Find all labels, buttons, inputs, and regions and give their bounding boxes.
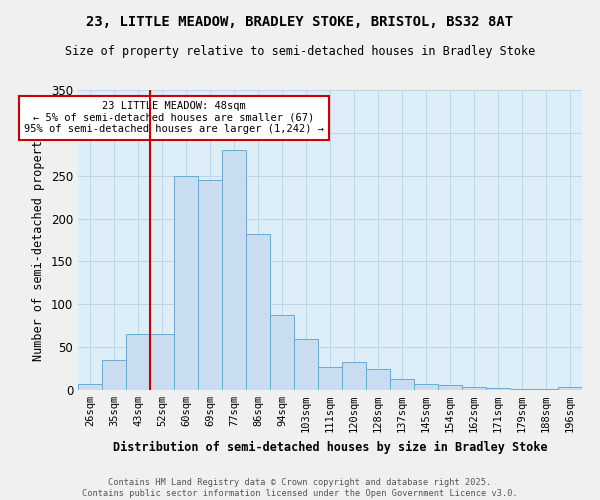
Bar <box>366 368 390 390</box>
Text: 23 LITTLE MEADOW: 48sqm
← 5% of semi-detached houses are smaller (67)
95% of sem: 23 LITTLE MEADOW: 48sqm ← 5% of semi-det… <box>24 101 324 134</box>
Bar <box>78 384 102 390</box>
Bar <box>294 338 318 390</box>
Bar <box>126 334 150 390</box>
Bar <box>198 180 222 390</box>
Bar <box>270 314 294 390</box>
Bar <box>150 334 174 390</box>
Bar <box>342 362 366 390</box>
Bar <box>462 386 486 390</box>
Bar <box>174 176 198 390</box>
X-axis label: Distribution of semi-detached houses by size in Bradley Stoke: Distribution of semi-detached houses by … <box>113 440 547 454</box>
Bar <box>246 234 270 390</box>
Bar <box>438 385 462 390</box>
Bar <box>102 360 126 390</box>
Y-axis label: Number of semi-detached properties: Number of semi-detached properties <box>32 119 46 361</box>
Text: Size of property relative to semi-detached houses in Bradley Stoke: Size of property relative to semi-detach… <box>65 45 535 58</box>
Bar <box>318 367 342 390</box>
Bar <box>534 389 558 390</box>
Bar <box>414 384 438 390</box>
Bar <box>558 388 582 390</box>
Bar <box>390 379 414 390</box>
Bar <box>222 150 246 390</box>
Bar <box>486 388 510 390</box>
Text: 23, LITTLE MEADOW, BRADLEY STOKE, BRISTOL, BS32 8AT: 23, LITTLE MEADOW, BRADLEY STOKE, BRISTO… <box>86 15 514 29</box>
Bar <box>510 389 534 390</box>
Text: Contains HM Land Registry data © Crown copyright and database right 2025.
Contai: Contains HM Land Registry data © Crown c… <box>82 478 518 498</box>
